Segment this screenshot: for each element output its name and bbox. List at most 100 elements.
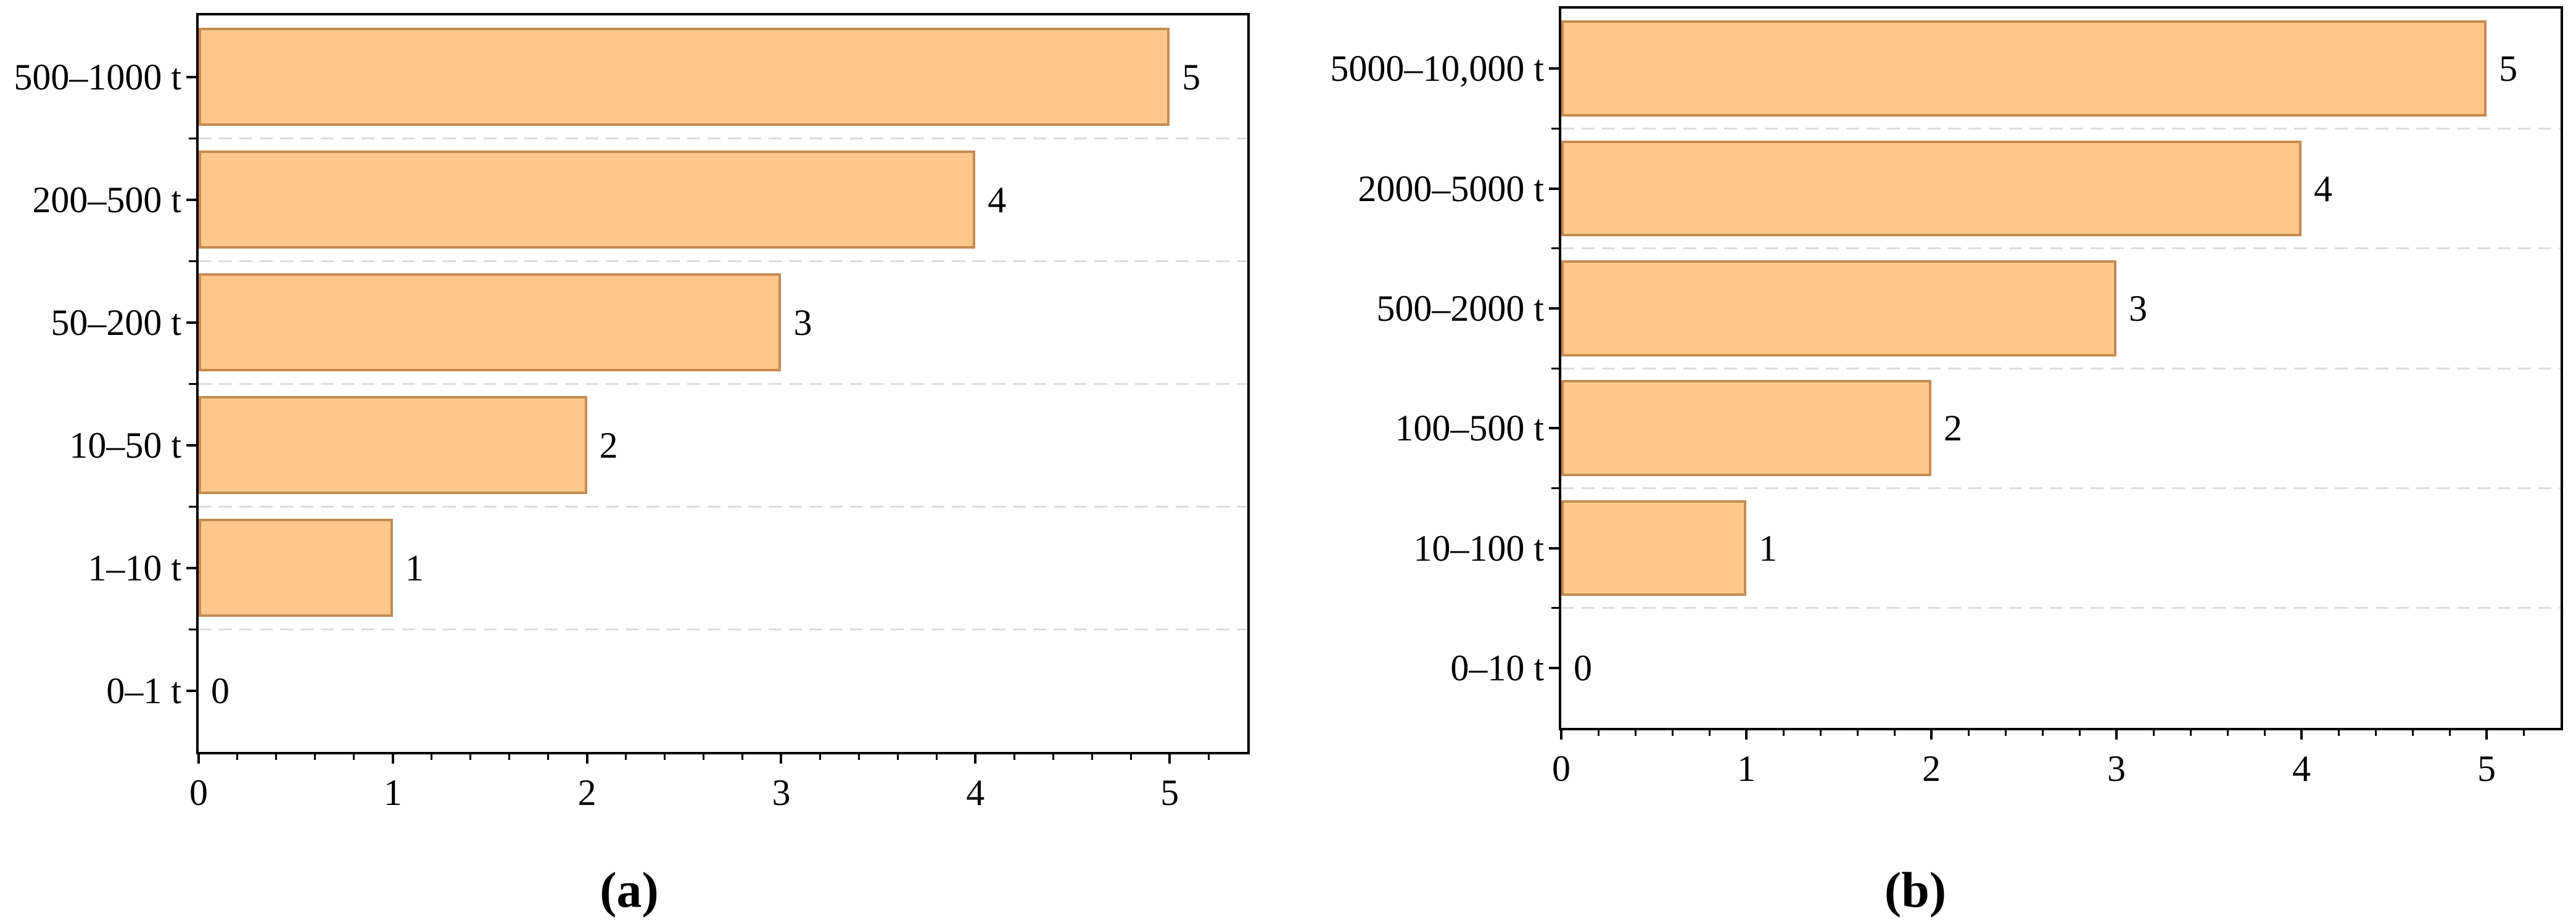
y-major-tick <box>186 75 196 78</box>
x-minor-tick <box>2522 730 2525 736</box>
y-minor-tick <box>189 628 196 630</box>
x-minor-tick <box>2078 730 2081 736</box>
x-major-tick <box>2115 730 2118 740</box>
bar-value-label: 3 <box>2129 287 2147 329</box>
category-label: 0–10 t <box>1450 647 1544 688</box>
caption-b: (b) <box>1884 862 1947 918</box>
x-tick-label: 2 <box>1922 748 1941 789</box>
x-tick-label: 5 <box>2477 748 2496 789</box>
bar-value-label: 1 <box>1759 527 1777 569</box>
gridline <box>1561 247 2561 250</box>
chart-panel-a: (a) 5 500–1000 t 4 200–500 t 3 50–200 t 2 10–50… <box>0 0 1288 923</box>
y-major-tick <box>186 198 196 201</box>
y-minor-tick <box>1551 607 1559 609</box>
bar <box>199 273 782 372</box>
category-label: 10–100 t <box>1413 527 1544 569</box>
x-minor-tick <box>857 754 860 760</box>
x-major-tick <box>1930 730 1933 740</box>
x-major-tick <box>585 754 588 764</box>
category-label: 5000–10,000 t <box>1330 48 1544 89</box>
gridline <box>1561 487 2561 489</box>
x-minor-tick <box>1708 730 1711 736</box>
x-minor-tick <box>1856 730 1859 736</box>
x-minor-tick <box>703 754 705 760</box>
bar-value-label: 5 <box>2499 48 2517 89</box>
x-minor-tick <box>741 754 743 760</box>
bar-value-label: 3 <box>793 302 812 343</box>
bar <box>199 27 1170 126</box>
y-major-tick <box>1549 187 1559 190</box>
x-minor-tick <box>547 754 550 760</box>
x-major-tick <box>1745 730 1748 740</box>
x-minor-tick <box>1634 730 1637 736</box>
gridline <box>199 628 1247 630</box>
y-major-tick <box>1549 427 1559 430</box>
y-minor-tick <box>1551 247 1559 250</box>
x-minor-tick <box>2263 730 2266 736</box>
gridline <box>1561 367 2561 369</box>
x-minor-tick <box>1893 730 1896 736</box>
category-label: 2000–5000 t <box>1358 168 1544 209</box>
x-major-tick <box>391 754 394 764</box>
x-tick-label: 0 <box>1552 748 1571 789</box>
bar <box>1561 500 1746 596</box>
x-minor-tick <box>2374 730 2377 736</box>
x-minor-tick <box>2226 730 2229 736</box>
y-minor-tick <box>189 260 196 262</box>
x-minor-tick <box>275 754 278 760</box>
x-minor-tick <box>1091 754 1093 760</box>
x-minor-tick <box>1671 730 1674 736</box>
caption-a: (a) <box>600 862 659 918</box>
y-minor-tick <box>189 382 196 385</box>
bar <box>199 518 393 617</box>
y-major-tick <box>186 566 196 569</box>
x-minor-tick <box>1129 754 1132 760</box>
x-minor-tick <box>1819 730 1822 736</box>
gridline <box>1561 607 2561 609</box>
y-major-tick <box>1549 666 1559 669</box>
bar <box>1561 380 1931 476</box>
x-tick-label: 1 <box>383 772 402 813</box>
x-tick-label: 4 <box>2292 748 2311 789</box>
x-minor-tick <box>2041 730 2044 736</box>
x-minor-tick <box>236 754 239 760</box>
y-minor-tick <box>189 505 196 508</box>
x-minor-tick <box>2189 730 2192 736</box>
x-minor-tick <box>935 754 938 760</box>
gridline <box>199 382 1247 385</box>
category-label: 1–10 t <box>88 547 181 588</box>
x-minor-tick <box>2337 730 2340 736</box>
bar-value-label: 2 <box>1944 408 1962 449</box>
bar <box>199 395 587 495</box>
x-minor-tick <box>1782 730 1785 736</box>
x-minor-tick <box>431 754 433 760</box>
category-label: 200–500 t <box>32 179 181 220</box>
x-minor-tick <box>2152 730 2155 736</box>
chart-panel-b: (b) 5 5000–10,000 t 4 2000–5000 t 3 500–2000 … <box>1288 0 2576 923</box>
bar-value-label: 4 <box>988 179 1007 220</box>
bar <box>199 150 976 249</box>
x-major-tick <box>1168 754 1171 764</box>
x-tick-label: 4 <box>966 772 985 813</box>
x-minor-tick <box>1013 754 1015 760</box>
bar-value-label: 5 <box>1182 56 1201 97</box>
category-label: 0–1 t <box>106 670 181 711</box>
y-major-tick <box>186 443 196 447</box>
x-minor-tick <box>314 754 316 760</box>
x-minor-tick <box>819 754 821 760</box>
gridline <box>1561 127 2561 130</box>
x-minor-tick <box>2004 730 2007 736</box>
category-label: 10–50 t <box>69 424 181 466</box>
x-tick-label: 0 <box>189 772 208 813</box>
gridline <box>199 137 1247 139</box>
y-minor-tick <box>1551 367 1559 369</box>
bar <box>1561 140 2301 237</box>
category-label: 100–500 t <box>1395 408 1544 449</box>
y-minor-tick <box>1551 487 1559 489</box>
bar-value-label: 2 <box>599 424 618 466</box>
bar-value-label: 0 <box>1574 647 1592 688</box>
x-major-tick <box>2300 730 2303 740</box>
x-minor-tick <box>1967 730 1970 736</box>
x-tick-label: 5 <box>1160 772 1179 813</box>
x-major-tick <box>780 754 783 764</box>
